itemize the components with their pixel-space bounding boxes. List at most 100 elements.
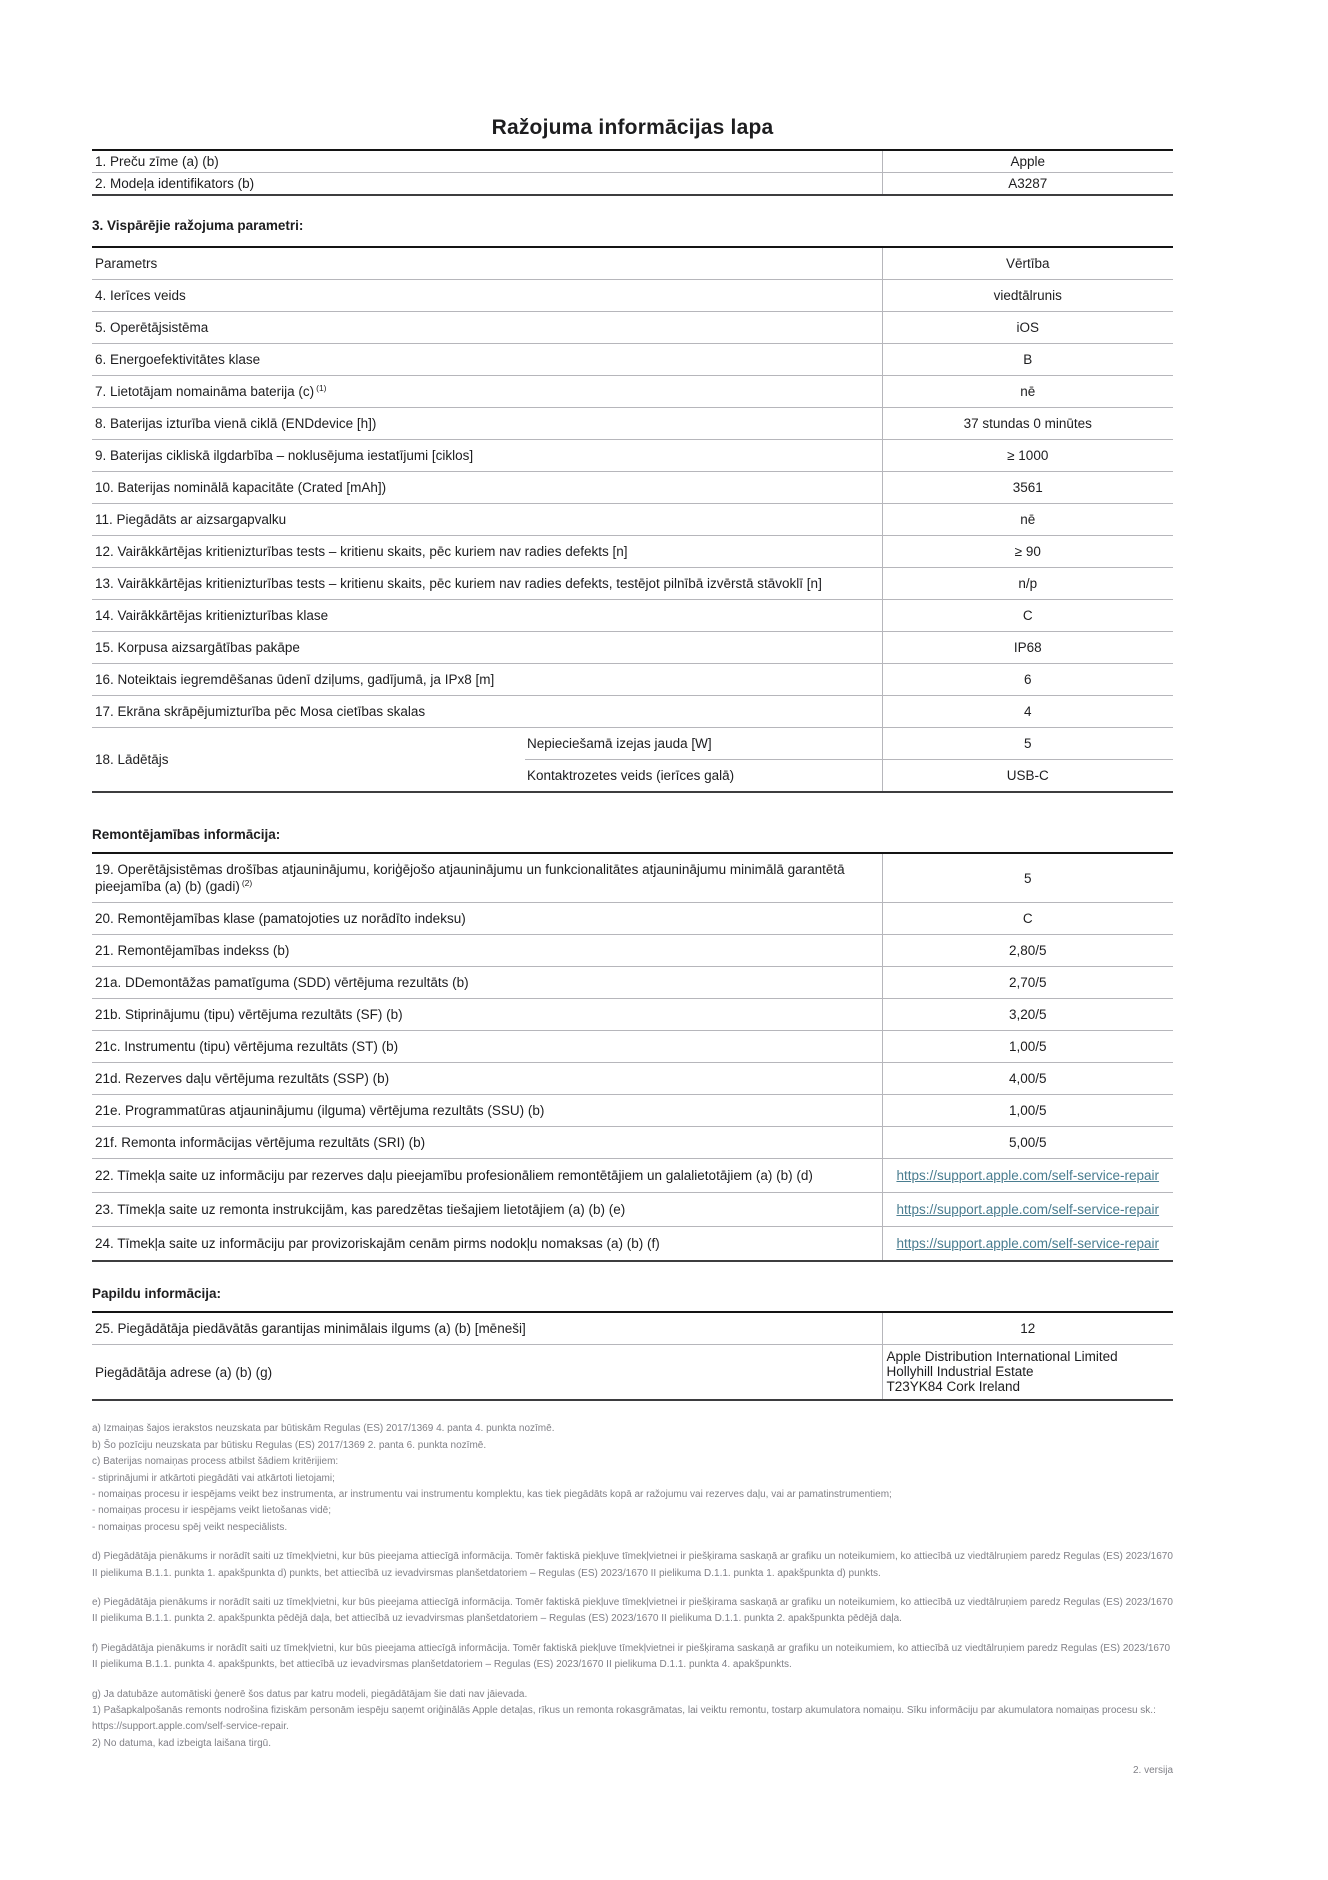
table-row: 1. Preču zīme (a) (b) Apple	[92, 150, 1173, 173]
row-label: 21a. DDemontāžas pamatīguma (SDD) vērtēj…	[92, 966, 882, 999]
table-row: 7. Lietotājam nomaināma baterija (c) (1) …	[92, 375, 1173, 408]
table-row: 21b. Stiprinājumu (tipu) vērtējuma rezul…	[92, 998, 1173, 1031]
sheet-content: Ražojuma informācijas lapa 1. Preču zīme…	[92, 116, 1173, 1776]
table-row: 21c. Instrumentu (tipu) vērtējuma rezult…	[92, 1030, 1173, 1063]
row-value: ≥ 90	[881, 535, 1173, 568]
row-label: 17. Ekrāna skrāpējumizturība pēc Mosa ci…	[92, 695, 882, 728]
supplier-address: Apple Distribution International Limited…	[881, 1344, 1173, 1401]
row-label: 5. Operētājsistēma	[92, 311, 882, 344]
row-value: 6	[881, 663, 1173, 696]
row-value: 1,00/5	[881, 1030, 1173, 1063]
row-label: 19. Operētājsistēmas drošības atjaunināj…	[92, 853, 882, 903]
table-row-charger-sub: Kontaktrozetes veids (ierīces galā) USB-…	[92, 759, 1173, 792]
footnote-ref: (1)	[316, 382, 327, 393]
footnote: 2) No datuma, kad izbeigta laišana tirgū…	[92, 1737, 271, 1749]
footnote: f) Piegādātāja pienākums ir norādīt sait…	[92, 1642, 1171, 1671]
row-label: 18. Lādētājs	[92, 727, 525, 792]
footnote: 1) Pašapkalpošanās remonts nodrošina fiz…	[92, 1705, 1156, 1733]
row-label: 21b. Stiprinājumu (tipu) vērtējuma rezul…	[92, 998, 882, 1031]
address-line: Apple Distribution International Limited	[886, 1349, 1118, 1364]
table-row: 5. Operētājsistēma iOS	[92, 311, 1173, 344]
column-header-parameter: Parametrs	[95, 256, 158, 271]
table-row: 2. Modeļa identifikators (b) A3287	[92, 172, 1173, 195]
table-row: 11. Piegādāts ar aizsargapvalku nē	[92, 503, 1173, 536]
table-row: 4. Ierīces veids viedtālrunis	[92, 279, 1173, 312]
row-value: ≥ 1000	[881, 439, 1173, 472]
table-row: 14. Vairākkārtējas kritienizturības klas…	[92, 599, 1173, 632]
page-title: Ražojuma informācijas lapa	[491, 116, 774, 139]
row-value: 1,00/5	[881, 1094, 1173, 1127]
row-label: 4. Ierīces veids	[92, 279, 882, 312]
row-value: USB-C	[881, 759, 1173, 792]
row-label: 9. Baterijas cikliskā ilgdarbība – noklu…	[92, 439, 882, 472]
row-label: 21f. Remonta informācijas vērtējuma rezu…	[92, 1126, 882, 1159]
row-label: 10. Baterijas nominālā kapacitāte (Crate…	[92, 471, 882, 504]
table-row: 9. Baterijas cikliskā ilgdarbība – noklu…	[92, 439, 1173, 472]
row-label: 8. Baterijas izturība vienā ciklā (ENDde…	[92, 407, 882, 440]
table-row-charger: 18. Lādētājs Nepieciešamā izejas jauda […	[92, 727, 1173, 792]
row-label: 21e. Programmatūras atjauninājumu (ilgum…	[92, 1094, 882, 1127]
table-row: 10. Baterijas nominālā kapacitāte (Crate…	[92, 471, 1173, 504]
column-header-value: Vērtība	[881, 247, 1173, 280]
row-value: 5,00/5	[881, 1126, 1173, 1159]
row-value: https://support.apple.com/self-service-r…	[881, 1192, 1173, 1227]
footnote: - nomaiņas procesu spēj veikt nespeciāli…	[92, 1521, 288, 1533]
row-label: 13. Vairākkārtējas kritienizturības test…	[92, 567, 882, 600]
repairability-table: 19. Operētājsistēmas drošības atjaunināj…	[92, 852, 1173, 1262]
table-row: 20. Remontējamības klase (pamatojoties u…	[92, 902, 1173, 935]
row-label-text: 7. Lietotājam nomaināma baterija (c)	[95, 384, 315, 399]
identity-table: 1. Preču zīme (a) (b) Apple 2. Modeļa id…	[92, 149, 1173, 196]
table-row: 25. Piegādātāja piedāvātās garantijas mi…	[92, 1312, 1173, 1345]
row-value: viedtālrunis	[881, 279, 1173, 312]
row-value: C	[881, 599, 1173, 632]
footnote: g) Ja datubāze automātiski ģenerē šos da…	[92, 1688, 528, 1700]
section-title-general: 3. Vispārējie ražojuma parametri:	[92, 218, 304, 233]
footnote: c) Baterijas nomaiņas process atbilst šā…	[92, 1456, 339, 1468]
table-row: 22. Tīmekļa saite uz informāciju par rez…	[92, 1158, 1173, 1193]
row-value: 5	[881, 727, 1173, 760]
pricing-info-link[interactable]: https://support.apple.com/self-service-r…	[896, 1236, 1160, 1251]
row-value: 2,70/5	[881, 966, 1173, 999]
charger-sub-label: Kontaktrozetes veids (ierīces galā)	[525, 759, 882, 792]
row-label: 24. Tīmekļa saite uz informāciju par pro…	[92, 1226, 882, 1261]
row-label: 6. Energoefektivitātes klase	[92, 343, 882, 376]
row-label: 16. Noteiktais iegremdēšanas ūdenī dziļu…	[92, 663, 882, 696]
table-header-row: Parametrs Vērtība	[92, 247, 1173, 280]
row-value: nē	[881, 503, 1173, 536]
row-label: 21. Remontējamības indekss (b)	[92, 934, 882, 967]
row-value: 3561	[881, 471, 1173, 504]
table-row: 8. Baterijas izturība vienā ciklā (ENDde…	[92, 407, 1173, 440]
row-value: C	[881, 902, 1173, 935]
row-value: 12	[881, 1312, 1173, 1345]
row-label: 1. Preču zīme (a) (b)	[95, 154, 219, 169]
row-label: 23. Tīmekļa saite uz remonta instrukcijā…	[92, 1192, 882, 1227]
row-value: 2,80/5	[881, 934, 1173, 967]
row-value: nē	[881, 375, 1173, 408]
row-label: 20. Remontējamības klase (pamatojoties u…	[92, 902, 882, 935]
table-row: 13. Vairākkārtējas kritienizturības test…	[92, 567, 1173, 600]
table-row: 19. Operētājsistēmas drošības atjaunināj…	[92, 853, 1173, 903]
row-value: 5	[881, 853, 1173, 903]
section-title-additional: Papildu informācija:	[92, 1286, 222, 1301]
spare-parts-link[interactable]: https://support.apple.com/self-service-r…	[896, 1168, 1160, 1183]
row-value: https://support.apple.com/self-service-r…	[881, 1158, 1173, 1193]
table-row: 12. Vairākkārtējas kritienizturības test…	[92, 535, 1173, 568]
row-value: 4,00/5	[881, 1062, 1173, 1095]
row-value: Apple	[881, 150, 1173, 173]
footnote: - nomaiņas procesu ir iespējams veikt li…	[92, 1505, 331, 1517]
table-row: 21d. Rezerves daļu vērtējuma rezultāts (…	[92, 1062, 1173, 1095]
row-label: 15. Korpusa aizsargātības pakāpe	[92, 631, 882, 664]
footnotes: a) Izmaiņas šajos ierakstos neuzskata pa…	[92, 1421, 1173, 1752]
table-row: 6. Energoefektivitātes klase B	[92, 343, 1173, 376]
row-value: iOS	[881, 311, 1173, 344]
footnote-ref: (2)	[241, 877, 253, 888]
row-value: 3,20/5	[881, 998, 1173, 1031]
row-label: Piegādātāja adrese (a) (b) (g)	[92, 1344, 882, 1401]
charger-sub-label: Nepieciešamā izejas jauda [W]	[525, 727, 882, 760]
repair-instructions-link[interactable]: https://support.apple.com/self-service-r…	[896, 1202, 1160, 1217]
section-title-repair: Remontējamības informācija:	[92, 827, 281, 842]
address-line: T23YK84 Cork Ireland	[886, 1378, 1021, 1394]
row-label-text: 19. Operētājsistēmas drošības atjaunināj…	[95, 862, 845, 894]
row-label: 25. Piegādātāja piedāvātās garantijas mi…	[95, 1321, 526, 1336]
row-label: 22. Tīmekļa saite uz informāciju par rez…	[92, 1158, 882, 1193]
